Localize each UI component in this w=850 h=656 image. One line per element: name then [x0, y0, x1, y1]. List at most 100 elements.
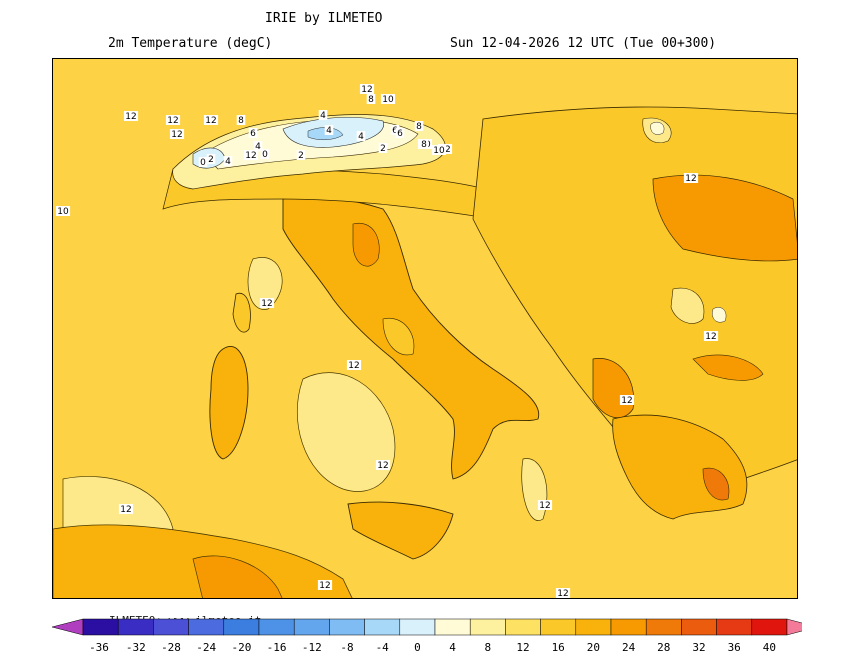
- contour-label: 10: [433, 146, 445, 156]
- legend-tick-label: 24: [622, 641, 636, 654]
- legend-color-box: [364, 618, 401, 636]
- contour-label: 2: [298, 151, 304, 161]
- legend-tick-labels: -36 -32 -28 -24 -20 -16 -12 -8 -4 0 4 8 12 16 20 24 28 32…: [89, 641, 776, 654]
- contour-label-bg: [346, 360, 362, 370]
- legend-tick-label: -16: [267, 641, 287, 654]
- legend-tick-label: -32: [126, 641, 146, 654]
- contour-label: 8: [421, 140, 427, 150]
- contour-label: 12: [377, 461, 388, 471]
- contour-label-bg: [414, 121, 424, 131]
- legend-tick-label: 8: [484, 641, 491, 654]
- central-italy-warm-zone: [352, 222, 380, 267]
- color-legend: -36 -32 -28 -24 -20 -16 -12 -8 -4 0 4 8 12 16 20 24 28 32…: [51, 618, 802, 654]
- contour-label-bg: [165, 115, 181, 125]
- contour-label-bg: [419, 139, 429, 149]
- legend-tick-label: 28: [657, 641, 670, 654]
- contour-label-bg: [537, 500, 553, 510]
- contour-label-bg: [324, 125, 334, 135]
- temperature-map-canvas: 1212128640240246810124212108648101212101…: [53, 59, 797, 599]
- contour-label-bg: [359, 84, 375, 94]
- legend-tick-label: 0: [414, 641, 421, 654]
- pindus-cold-spot: [712, 307, 727, 323]
- balkan-cold-spot: [650, 121, 665, 135]
- contour-label-bg: [366, 94, 376, 104]
- contour-label: 4: [320, 111, 326, 121]
- contour-label: 4: [255, 142, 261, 152]
- contour-label: 4: [225, 157, 231, 167]
- contour-label-bg: [703, 331, 719, 341]
- contour-label: 6: [250, 129, 256, 139]
- legend-tick-label: -12: [302, 641, 322, 654]
- legend-color-box: [434, 618, 471, 636]
- contour-label: 12: [348, 361, 359, 371]
- legend-under-arrow: [51, 618, 84, 636]
- contour-label-bg: [203, 115, 219, 125]
- contour-labels: 1212128640240246810124212108648101212101…: [55, 84, 719, 599]
- apennine-cool-zone: [382, 317, 415, 356]
- balkan-mountain-cool-zone: [670, 287, 705, 324]
- contour-label-bg: [356, 131, 366, 141]
- contour-label: 0: [200, 158, 206, 168]
- contour-label: 8: [368, 95, 374, 105]
- valid-time-label: Sun 12-04-2026 12 UTC (Tue 00+300): [450, 36, 717, 51]
- contour-label-bg: [55, 206, 71, 216]
- legend-tick-label: 12: [516, 641, 529, 654]
- north-africa-hot-zone: [192, 555, 283, 598]
- variable-label: 2m Temperature (degC): [108, 36, 273, 51]
- legend-tick-label: -36: [89, 641, 109, 654]
- contour-label: 12: [261, 299, 272, 309]
- legend-over-arrow: [786, 618, 802, 636]
- contour-label-bg: [243, 150, 259, 160]
- legend-color-box: [681, 618, 717, 636]
- legend-color-box: [223, 618, 260, 636]
- contour-label-bg: [683, 173, 699, 183]
- legend-color-box: [610, 618, 647, 636]
- legend-color-box: [82, 618, 119, 636]
- contour-label-bg: [236, 115, 246, 125]
- legend-tick-label: 40: [763, 641, 776, 654]
- legend-color-box: [188, 618, 225, 636]
- legend-tick-label: -28: [161, 641, 181, 654]
- legend-color-box: [540, 618, 577, 636]
- contour-label-bg: [260, 149, 270, 159]
- contour-label-bg: [555, 588, 571, 598]
- map-title: IRIE by ILMETEO: [265, 11, 383, 26]
- legend-color-box: [293, 618, 330, 636]
- contour-label: 2: [380, 144, 386, 154]
- contour-label-bg: [375, 460, 391, 470]
- greece-hot-zone: [692, 354, 764, 381]
- contour-label: 8: [416, 122, 422, 132]
- legend-color-box: [575, 618, 612, 636]
- legend-tick-label: -20: [231, 641, 251, 654]
- contour-label: 6: [392, 126, 398, 136]
- contour-label-bg: [118, 504, 134, 514]
- contour-label: 12: [171, 130, 182, 140]
- contour-label-bg: [378, 143, 388, 153]
- legend-tick-label: -24: [196, 641, 216, 654]
- contour-label: 4: [358, 132, 364, 142]
- contour-label-bg: [317, 580, 333, 590]
- legend-color-box: [117, 618, 154, 636]
- legend-color-box: [645, 618, 682, 636]
- aegean-hot-zone: [702, 467, 730, 501]
- contour-label-bg: [198, 157, 208, 167]
- legend-color-box: [329, 618, 365, 636]
- contour-label: 12: [205, 116, 216, 126]
- contour-label: 0: [262, 150, 268, 160]
- legend-tick-label: -4: [376, 641, 390, 654]
- contour-label: 12: [557, 589, 568, 599]
- corsica-island: [232, 292, 251, 333]
- contour-label-bg: [390, 125, 400, 135]
- legend-color-box: [505, 618, 541, 636]
- legend-color-box: [716, 618, 753, 636]
- contour-label: 12: [167, 116, 178, 126]
- sicily-island: [347, 501, 454, 560]
- ligurian-cool-zone: [247, 257, 283, 310]
- contour-label: 12: [685, 174, 696, 184]
- legend-color-box: [399, 618, 436, 636]
- legend-tick-label: -8: [340, 641, 353, 654]
- sardinia-island: [209, 346, 249, 460]
- contour-label-bg: [206, 154, 216, 164]
- balkans-hot-zone: [652, 174, 797, 262]
- contour-label: 10: [57, 207, 69, 217]
